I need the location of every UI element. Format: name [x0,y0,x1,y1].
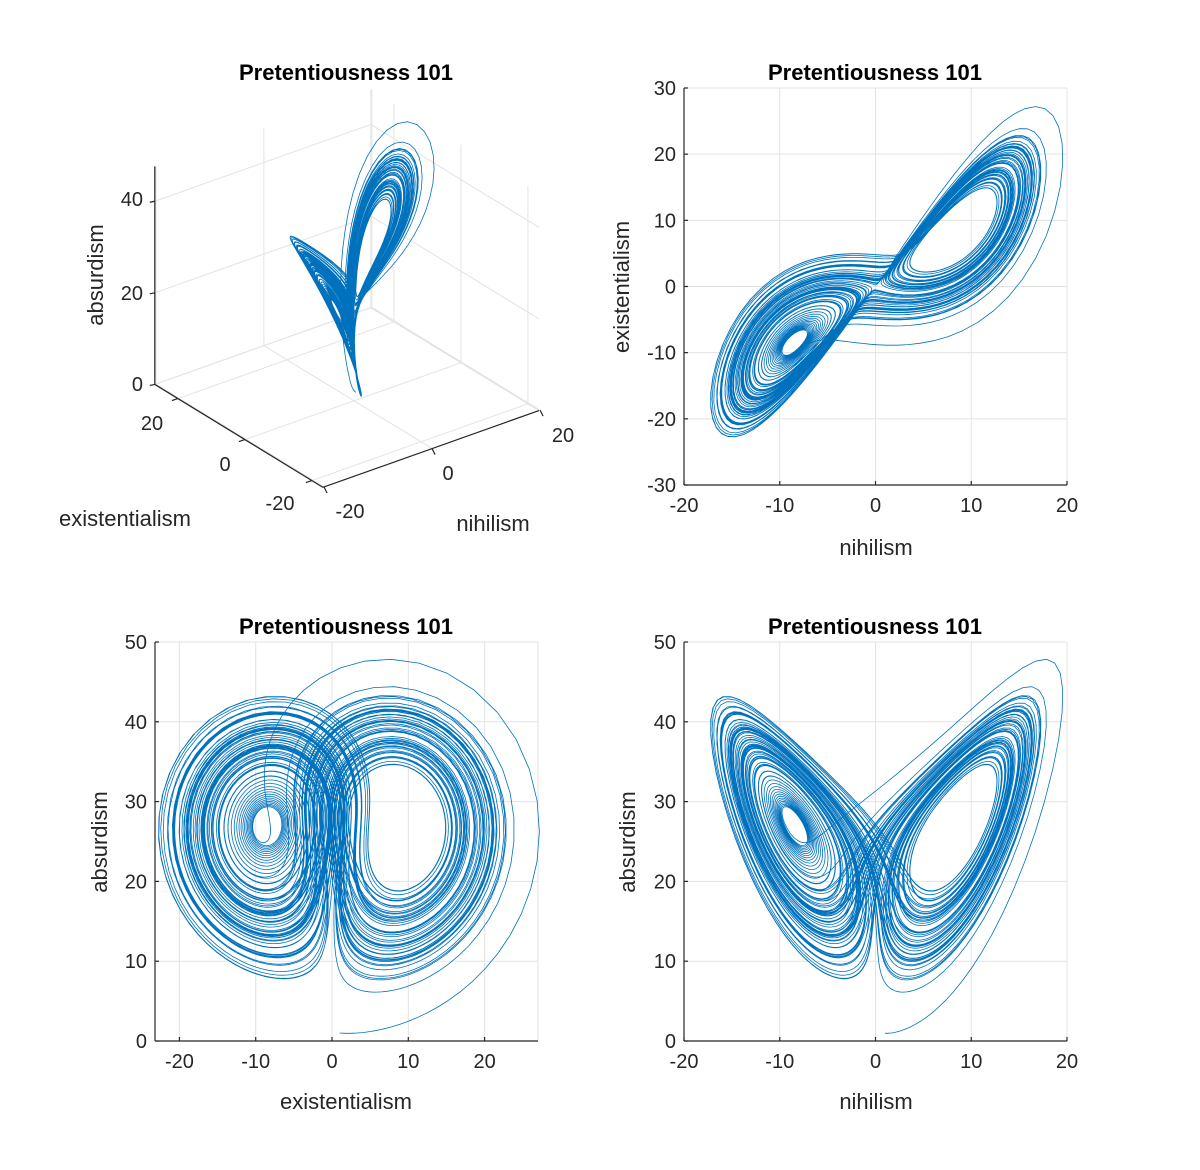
y-tick-label: 20 [654,144,676,166]
x-tick-label: 0 [870,495,881,517]
y-tick-label: 30 [654,792,676,814]
plot-2-yticks: -30 -20 -10 0 10 20 30 [647,78,676,497]
y-tick-label: 0 [665,277,676,299]
nihilism-axis-line [322,409,540,488]
plot-3-xticks: -20 -10 0 10 20 [165,1051,496,1073]
floor-gridline-y [177,321,395,400]
y-tick-label: 10 [125,951,147,973]
x-tick-label: -20 [670,495,699,517]
plot-3-axes [154,641,538,1042]
y-tick-label: -20 [647,409,676,431]
plot-3d-ytick-2: 20 [141,413,163,435]
backwall-gridline-z [154,123,371,202]
plot-2-title: Pretentiousness 101 [768,60,982,85]
floor-gridline-x [155,383,325,488]
nihilism-tick-mark [323,486,328,494]
y-tick-label: 0 [136,1031,147,1053]
y-tick-label: 40 [125,712,147,734]
y-tick-label: 20 [125,871,147,893]
y-tick-label: 10 [654,951,676,973]
z-tick-mark [149,292,155,295]
y-tick-label: 20 [654,871,676,893]
y-tick-label: -30 [647,475,676,497]
x-tick-label: -10 [765,1051,794,1073]
plot-2-xlabel: nihilism [839,535,912,560]
plot-2-xticks: -20 -10 0 10 20 [670,495,1079,517]
plot-3d-ytick-1: 0 [219,454,230,476]
plot-4-xticks: -20 -10 0 10 20 [670,1051,1079,1073]
plot-2-trajectory [710,106,1064,438]
plot-nihilism-absurdism: -20 -10 0 10 20 0 10 20 30 40 50 Pretentiousness … [615,614,1078,1114]
plot-3d-title: Pretentiousness 101 [239,60,453,85]
plot-3d-ztick-0: 0 [132,374,143,396]
plot-4-xlabel: nihilism [839,1089,912,1114]
plot-3-ylabel: absurdism [87,791,112,892]
floor-gridline-y [244,362,462,441]
plot-3d: Pretentiousness 101 0 20 40 20 0 -20 -20… [59,60,574,536]
plot-2-ylabel: existentialism [609,221,634,353]
x-tick-label: 10 [960,495,982,517]
rightwall-gridline-z [370,124,540,228]
plot-3-title: Pretentiousness 101 [239,614,453,639]
existentialism-tick-mark [305,480,313,484]
x-tick-label: -10 [765,495,794,517]
y-tick-label: 30 [125,792,147,814]
plot-3-xlabel: existentialism [280,1089,412,1114]
plot-3-trajectory [158,658,540,1034]
plot-3d-ytick-0: -20 [266,493,295,515]
existentialism-tick-mark [238,439,246,443]
plot-4-title: Pretentiousness 101 [768,614,982,639]
x-tick-label: 10 [397,1051,419,1073]
plot-3d-ztick-1: 20 [121,283,143,305]
backwall-gridline-z [154,215,371,294]
y-tick-label: -10 [647,343,676,365]
y-tick-label: 40 [654,712,676,734]
y-tick-label: 50 [125,632,147,654]
plot-4-ylabel: absurdism [615,791,640,892]
y-tick-label: 30 [654,78,676,100]
plot-3d-trajectory [289,121,435,397]
plot-3d-xtick-2: 20 [552,425,574,447]
x-tick-label: -20 [670,1051,699,1073]
plot-3d-zlabel: absurdism [83,224,108,325]
plot-4-axes [683,641,1068,1042]
plot-4-yticks: 0 10 20 30 40 50 [654,632,676,1053]
x-tick-label: -20 [165,1051,194,1073]
floor-gridline-x [263,345,433,449]
x-tick-label: 0 [870,1051,881,1073]
plot-3d-xtick-0: -20 [336,501,365,523]
x-tick-label: 10 [960,1051,982,1073]
z-tick-mark [149,383,155,387]
plot-3d-ylabel: existentialism [59,506,191,531]
plot-3d-axes [149,166,544,494]
plot-3d-xlabel: nihilism [456,511,529,536]
z-tick-mark [149,200,155,203]
rightwall-gridline-z [370,307,540,411]
x-tick-label: 20 [473,1051,495,1073]
plot-existentialism-absurdism: -20 -10 0 10 20 0 10 20 30 40 50 Pretentiousness … [87,614,540,1114]
plot-2-axes [683,87,1068,486]
x-tick-label: -10 [241,1051,270,1073]
nihilism-tick-mark [539,409,544,417]
y-tick-label: 50 [654,632,676,654]
y-tick-label: 10 [654,210,676,232]
plot-3-yticks: 0 10 20 30 40 50 [125,632,147,1053]
plot-3d-xtick-1: 0 [442,463,453,485]
y-tick-label: 0 [665,1031,676,1053]
floor-gridline-x [371,306,541,411]
x-tick-label: 20 [1056,495,1078,517]
floor-gridline-y [311,403,529,482]
plot-3d-ztick-2: 40 [121,189,143,211]
x-tick-label: 20 [1056,1051,1078,1073]
nihilism-tick-mark [431,448,436,455]
x-tick-label: 0 [326,1051,337,1073]
existentialism-tick-mark [171,398,179,402]
plot-4-trajectory [710,658,1064,1034]
existentialism-axis-line [154,383,324,488]
